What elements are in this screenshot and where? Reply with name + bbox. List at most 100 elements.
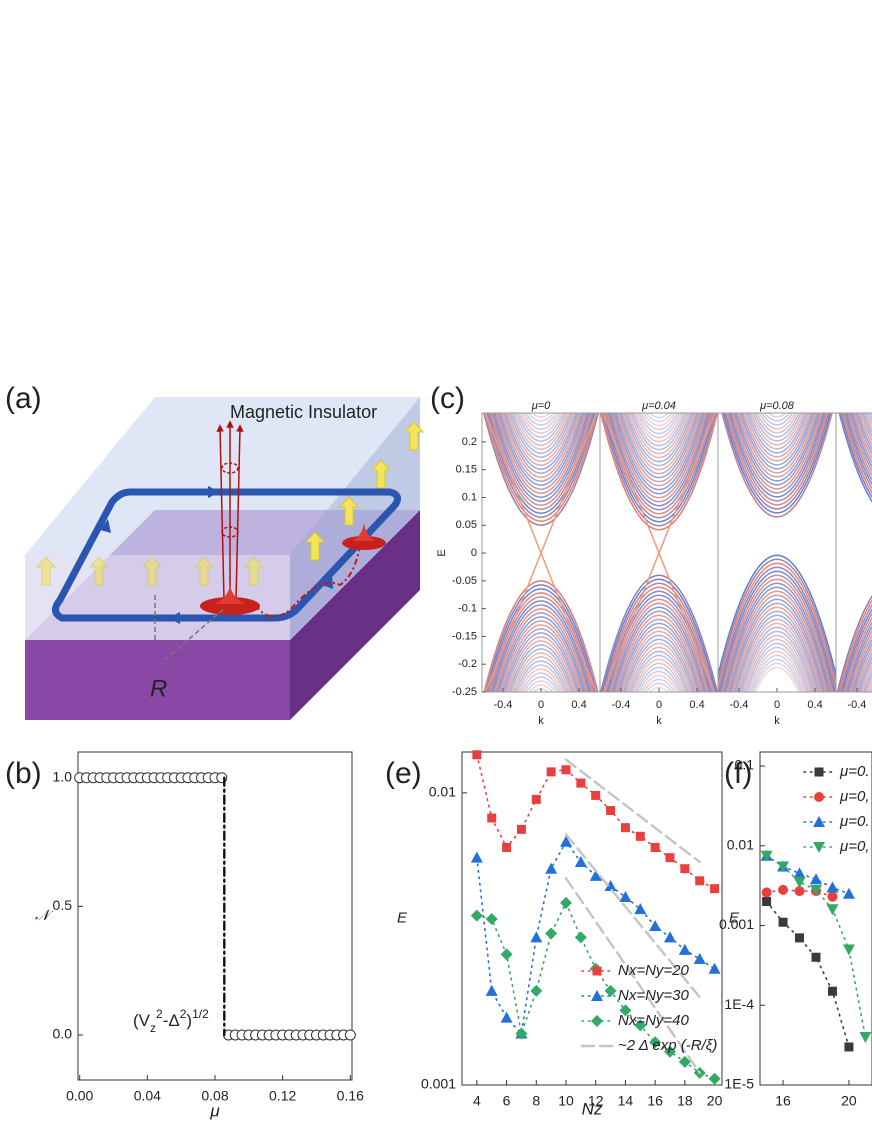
band-texture: [744, 642, 810, 692]
band-texture: [836, 266, 872, 436]
band-texture: [726, 413, 828, 506]
band-texture: [749, 654, 805, 692]
band-texture: [612, 413, 706, 499]
legend-label: μ=0.: [839, 813, 870, 830]
band-texture: [732, 413, 822, 490]
marker: [665, 853, 675, 863]
marker: [810, 873, 822, 885]
annotation: (Vz2-Δ2)1/2: [133, 1007, 209, 1035]
diagram: (a): [5, 382, 425, 720]
x-tick-label: -0.4: [847, 699, 866, 711]
band-texture: [522, 676, 560, 692]
marker: [604, 984, 617, 997]
band-texture: [609, 598, 709, 692]
band-texture: [743, 413, 811, 462]
y-tick-label: -0.15: [452, 630, 477, 642]
band-texture: [621, 413, 697, 475]
series-line: [564, 877, 701, 1075]
band-texture: [844, 413, 872, 486]
series-line: [564, 833, 701, 999]
marker: [635, 831, 645, 841]
marker: [344, 1029, 356, 1041]
x-tick-label: 0: [774, 699, 780, 711]
legend-marker: [592, 966, 602, 976]
band-texture: [767, 413, 787, 418]
band-texture: [648, 413, 670, 419]
band-texture: [489, 413, 593, 510]
legend-marker: [591, 990, 603, 1001]
distance-label: R: [150, 675, 167, 702]
band-texture: [630, 654, 688, 692]
band-texture: [616, 413, 702, 487]
marker: [545, 862, 558, 874]
band-texture: [645, 413, 673, 423]
annotation-part: (V: [133, 1011, 151, 1030]
band-texture: [851, 638, 872, 692]
band-texture: [842, 612, 872, 692]
band-texture: [500, 624, 582, 692]
marker: [777, 861, 790, 873]
y-tick-label: -0.25: [452, 686, 477, 698]
band-texture: [498, 620, 584, 692]
legend-label: ~2 Δ exp (-R/ξ): [618, 1037, 717, 1054]
x-tick-label: 0.4: [571, 699, 586, 711]
band-texture: [722, 413, 832, 514]
band-texture: [853, 642, 872, 692]
marker: [793, 867, 806, 879]
y-tick-label: 1E-4: [724, 996, 754, 1012]
band-texture: [634, 413, 684, 443]
band-texture: [627, 646, 691, 692]
band-texture: [648, 686, 670, 692]
marker: [693, 952, 706, 964]
marker: [516, 824, 526, 834]
band-texture: [734, 614, 820, 692]
marker: [664, 1045, 676, 1058]
band-texture: [836, 253, 872, 428]
legend-marker: [814, 792, 824, 802]
band-texture: [724, 413, 830, 510]
legend-label: Nx=Ny=20: [618, 962, 690, 979]
x-axis-label: k: [538, 715, 544, 727]
band-texture: [488, 592, 594, 692]
y-tick-label: 0.5: [53, 897, 73, 913]
band-texture: [603, 413, 715, 523]
marker: [576, 778, 586, 788]
band-texture: [506, 640, 576, 692]
marker: [515, 1027, 528, 1040]
band-texture: [848, 629, 872, 692]
band-texture: [604, 413, 714, 519]
band-texture: [640, 413, 678, 431]
band-texture: [748, 413, 806, 450]
marker: [794, 886, 805, 897]
band-texture: [751, 413, 803, 442]
marker: [472, 750, 482, 760]
marker: [649, 920, 662, 932]
band-texture: [718, 558, 836, 682]
band-texture: [850, 634, 872, 692]
x-tick-label: 0: [538, 699, 544, 711]
marker: [560, 896, 572, 909]
panel-title: μ=0.08: [759, 400, 795, 412]
band-texture: [492, 413, 590, 502]
flux-lines: [216, 420, 244, 601]
marker: [560, 835, 572, 847]
charts: (c)-0.4 0 0.4kμ=0-0.4 0 0.4kμ=0.04-0.4 0 0.4kμ…: [5, 253, 872, 1120]
band-texture: [838, 413, 872, 503]
band-texture: [509, 413, 573, 458]
band-texture: [850, 413, 872, 468]
panel-label: (c): [430, 382, 465, 415]
band-texture: [601, 578, 717, 692]
scatter-chart: (b)0.00.51.00.00 0.04 0.08 0.12 0.16𝒩μ(Vz2-Δ…: [5, 751, 364, 1120]
band-texture: [727, 413, 827, 502]
band-texture: [489, 596, 593, 692]
y-axis-label: E: [436, 549, 448, 556]
marker: [574, 931, 587, 944]
band-texture: [760, 413, 794, 426]
band-texture: [726, 590, 828, 692]
band-texture: [504, 636, 578, 692]
x-tick-label: 16: [647, 1093, 663, 1109]
y-axis-label: E: [729, 909, 740, 926]
scatter-chart: (f)0.1 0.01 0.001 1E-4 1E-5 16 20 Eμ=0. μ=0, μ=0.…: [719, 751, 872, 1109]
band-texture: [721, 413, 833, 518]
band-texture: [497, 616, 585, 692]
